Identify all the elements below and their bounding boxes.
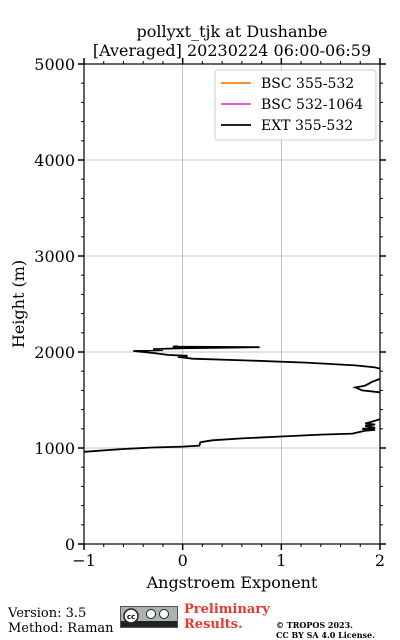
y-tick-label: 0 xyxy=(65,535,75,554)
x-tick-label: 2 xyxy=(375,551,385,570)
copyright-line2: CC BY SA 4.0 License. xyxy=(276,630,375,640)
x-tick-label: 0 xyxy=(178,551,188,570)
preliminary-line1: Preliminary xyxy=(184,602,270,617)
legend-label: EXT 355-532 xyxy=(261,118,353,134)
preliminary-line2: Results. xyxy=(184,617,243,632)
method-text: Method: Raman xyxy=(8,621,114,636)
copyright-line1: © TROPOS 2023. xyxy=(276,620,353,630)
x-tick-label: 1 xyxy=(276,551,286,570)
cc-license-icon: cc xyxy=(120,606,178,628)
version-text: Version: 3.5 xyxy=(8,606,87,621)
chart-title-line2: [Averaged] 20230224 06:00-06:59 xyxy=(92,41,372,60)
y-tick-label: 2000 xyxy=(34,343,75,362)
legend-box xyxy=(214,69,377,141)
plot-frame xyxy=(83,63,381,545)
legend-label: BSC 355-532 xyxy=(261,76,354,92)
y-tick-label: 3000 xyxy=(34,247,75,266)
copyright-note: © TROPOS 2023. CC BY SA 4.0 License. xyxy=(276,620,375,640)
y-tick-label: 1000 xyxy=(34,439,75,458)
chart-title-line1: pollyxt_tjk at Dushanbe xyxy=(136,22,328,41)
legend-label: BSC 532-1064 xyxy=(261,97,363,113)
preliminary-results-label: Preliminary Results. xyxy=(184,602,270,632)
y-axis-label: Height (m) xyxy=(9,260,28,348)
y-tick-label: 4000 xyxy=(34,151,75,170)
x-axis-label: Angstroem Exponent xyxy=(146,573,318,592)
series-line-ext-355-532 xyxy=(84,345,380,453)
x-tick-label: −1 xyxy=(72,551,96,570)
y-tick-label: 5000 xyxy=(34,55,75,74)
svg-text:cc: cc xyxy=(127,613,135,621)
